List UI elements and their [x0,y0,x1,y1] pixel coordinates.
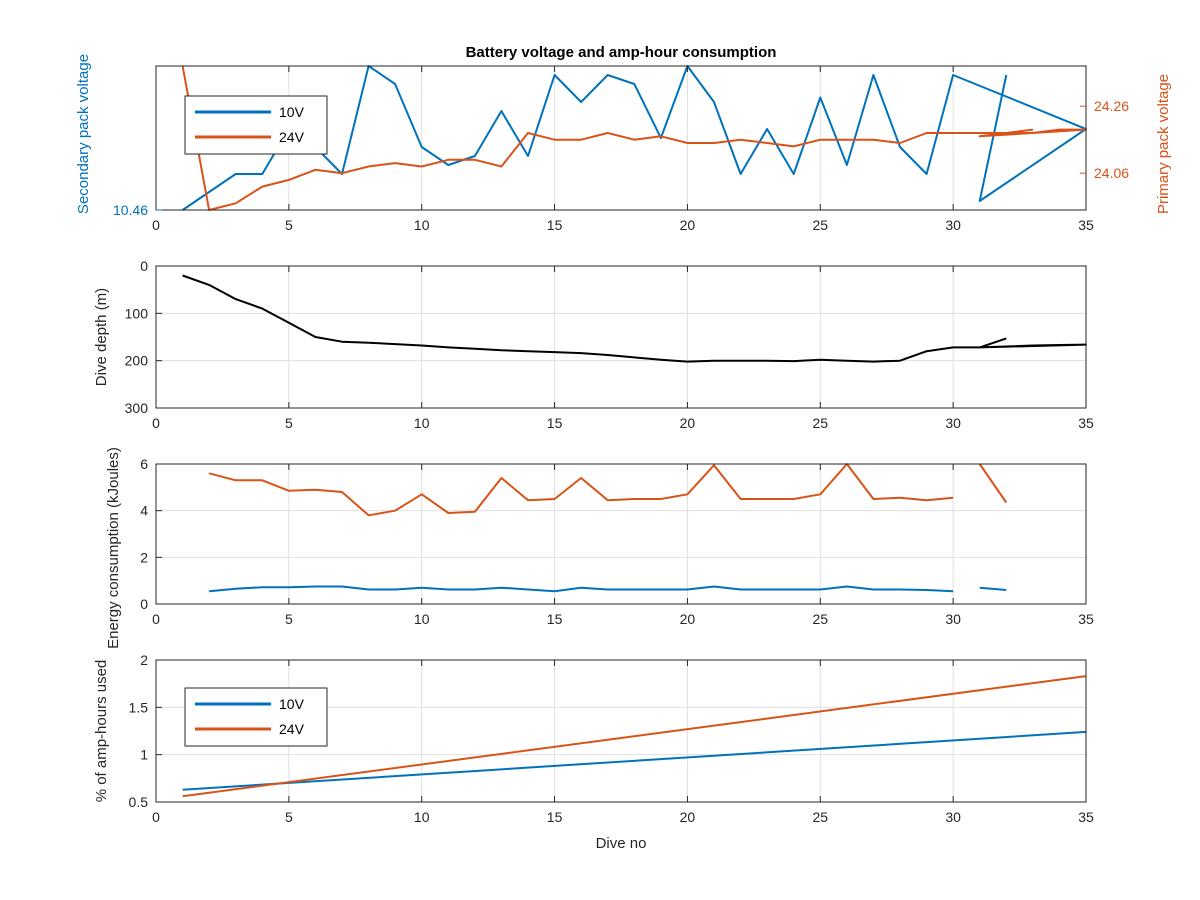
x-tick-label: 0 [152,611,160,627]
axes-frame [155,65,1087,211]
legend-label: 24V [279,721,305,737]
plot-area-3 [156,464,1086,604]
series-line-10V [979,586,1007,591]
x-tick-label: 30 [945,809,961,825]
x-tick-label: 15 [547,415,563,431]
series-line-10V [209,585,954,593]
x-tick-label: 35 [1078,415,1094,431]
x-tick-label: 15 [547,809,563,825]
y-tick-label: 4 [140,503,148,519]
legend-label: 10V [279,104,305,120]
y-tick-label: 100 [125,305,149,321]
x-tick-label: 5 [285,611,293,627]
series-line-10V [182,65,1087,211]
axes-frame [155,265,1087,409]
x-tick-label: 25 [812,611,828,627]
x-tick-label: 25 [812,809,828,825]
x-tick-label: 10 [414,809,430,825]
x-tick-label: 30 [945,217,961,233]
legend-label: 10V [279,696,305,712]
x-tick-label: 15 [547,217,563,233]
axes-frame [155,659,1087,803]
series-line-24V [182,675,1087,798]
y-right-tick-label: 24.06 [1094,165,1129,181]
legend-box [184,687,328,747]
x-axis-label: Dive no [596,835,647,852]
y-axis-label-left: Secondary pack voltage [75,54,92,214]
x-tick-label: 20 [680,809,696,825]
y-axis-label-right: Primary pack voltage [1155,74,1172,214]
x-tick-label: 25 [812,217,828,233]
x-tick-label: 35 [1078,217,1094,233]
y-tick-label: 200 [125,353,149,369]
x-tick-label: 10 [414,415,430,431]
y-tick-label: 0.5 [129,794,149,810]
y-tick-label: 0 [140,258,148,274]
legend-label: 24V [279,129,305,145]
y-axis-label: % of amp-hours used [93,660,110,803]
figure-title: Battery voltage and amp-hour consumption [466,44,777,61]
y-right-tick-label: 24.26 [1094,98,1129,114]
x-tick-label: 25 [812,415,828,431]
y-tick-label: 10.46 [113,202,148,218]
x-tick-label: 20 [680,217,696,233]
y-axis-label: Energy consumption (kJoules) [105,447,122,649]
y-tick-label: 0 [140,596,148,612]
y-tick-label: 2 [140,549,148,565]
x-tick-label: 20 [680,611,696,627]
x-tick-label: 15 [547,611,563,627]
x-tick-label: 10 [414,217,430,233]
y-tick-label: 2 [140,652,148,668]
x-tick-label: 0 [152,217,160,233]
x-tick-label: 30 [945,415,961,431]
axes-frame [155,463,1087,605]
x-tick-label: 10 [414,611,430,627]
series-line-24V [181,65,1087,211]
x-tick-label: 5 [285,217,293,233]
x-tick-label: 0 [152,415,160,431]
x-tick-label: 30 [945,611,961,627]
y-axis-label: Dive depth (m) [93,288,110,386]
legend-box [184,95,328,155]
y-tick-label: 1 [140,747,148,763]
plot-area-2 [156,266,1086,408]
y-tick-label: 300 [125,400,149,416]
y-tick-label: 1.5 [129,699,149,715]
x-tick-label: 35 [1078,809,1094,825]
x-tick-label: 20 [680,415,696,431]
x-tick-label: 5 [285,415,293,431]
series-line-10V [182,730,1087,791]
series-line-24V [978,463,1008,504]
series-line-24V [208,463,954,517]
x-tick-label: 35 [1078,611,1094,627]
x-tick-label: 0 [152,809,160,825]
series-line-depth [182,274,1087,363]
y-tick-label: 6 [140,456,148,472]
x-tick-label: 5 [285,809,293,825]
